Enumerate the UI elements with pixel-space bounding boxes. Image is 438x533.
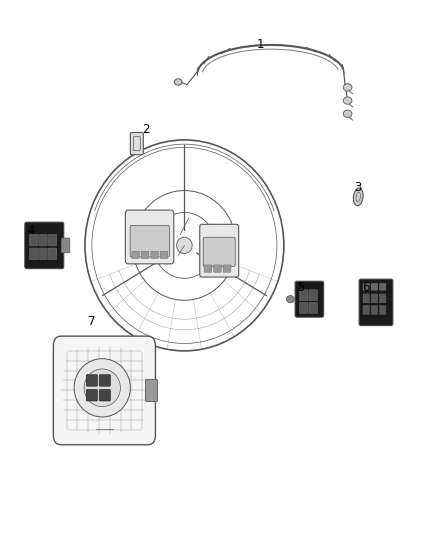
FancyBboxPatch shape — [132, 251, 139, 259]
Ellipse shape — [343, 110, 352, 117]
FancyBboxPatch shape — [86, 375, 98, 386]
Ellipse shape — [343, 84, 352, 91]
FancyBboxPatch shape — [29, 235, 38, 246]
Ellipse shape — [177, 237, 192, 254]
FancyBboxPatch shape — [309, 302, 318, 313]
FancyBboxPatch shape — [125, 210, 174, 264]
Text: 4: 4 — [27, 224, 35, 237]
FancyBboxPatch shape — [379, 284, 386, 290]
FancyBboxPatch shape — [99, 390, 110, 401]
Ellipse shape — [74, 359, 131, 417]
FancyBboxPatch shape — [39, 248, 47, 260]
FancyBboxPatch shape — [53, 336, 155, 445]
FancyBboxPatch shape — [379, 305, 386, 314]
FancyBboxPatch shape — [203, 237, 235, 266]
FancyBboxPatch shape — [86, 390, 98, 401]
FancyBboxPatch shape — [371, 284, 378, 290]
FancyBboxPatch shape — [141, 251, 149, 259]
FancyBboxPatch shape — [130, 225, 170, 257]
Text: 1: 1 — [256, 38, 264, 52]
FancyBboxPatch shape — [48, 235, 57, 246]
FancyBboxPatch shape — [363, 284, 370, 290]
FancyBboxPatch shape — [363, 294, 370, 303]
FancyBboxPatch shape — [223, 265, 231, 272]
Text: 3: 3 — [354, 181, 361, 194]
FancyBboxPatch shape — [214, 265, 221, 272]
FancyBboxPatch shape — [151, 251, 158, 259]
FancyBboxPatch shape — [61, 238, 70, 253]
FancyBboxPatch shape — [145, 379, 158, 401]
FancyBboxPatch shape — [39, 235, 47, 246]
FancyBboxPatch shape — [25, 222, 64, 269]
Ellipse shape — [286, 295, 294, 303]
Ellipse shape — [84, 369, 120, 407]
FancyBboxPatch shape — [295, 281, 324, 317]
Text: 2: 2 — [142, 123, 149, 136]
FancyBboxPatch shape — [363, 305, 370, 314]
FancyBboxPatch shape — [359, 279, 393, 326]
FancyBboxPatch shape — [379, 294, 386, 303]
Text: 5: 5 — [297, 281, 305, 294]
FancyBboxPatch shape — [48, 248, 57, 260]
Text: 7: 7 — [88, 316, 95, 328]
FancyBboxPatch shape — [29, 248, 38, 260]
Ellipse shape — [343, 97, 352, 104]
Text: 6: 6 — [362, 281, 370, 294]
FancyBboxPatch shape — [300, 302, 308, 313]
FancyBboxPatch shape — [309, 290, 318, 301]
FancyBboxPatch shape — [204, 265, 212, 272]
FancyBboxPatch shape — [131, 133, 143, 155]
FancyBboxPatch shape — [371, 305, 378, 314]
FancyBboxPatch shape — [200, 224, 239, 277]
FancyBboxPatch shape — [160, 251, 168, 259]
FancyBboxPatch shape — [300, 290, 308, 301]
FancyBboxPatch shape — [99, 375, 110, 386]
Ellipse shape — [174, 79, 182, 85]
Ellipse shape — [353, 188, 363, 206]
FancyBboxPatch shape — [371, 294, 378, 303]
